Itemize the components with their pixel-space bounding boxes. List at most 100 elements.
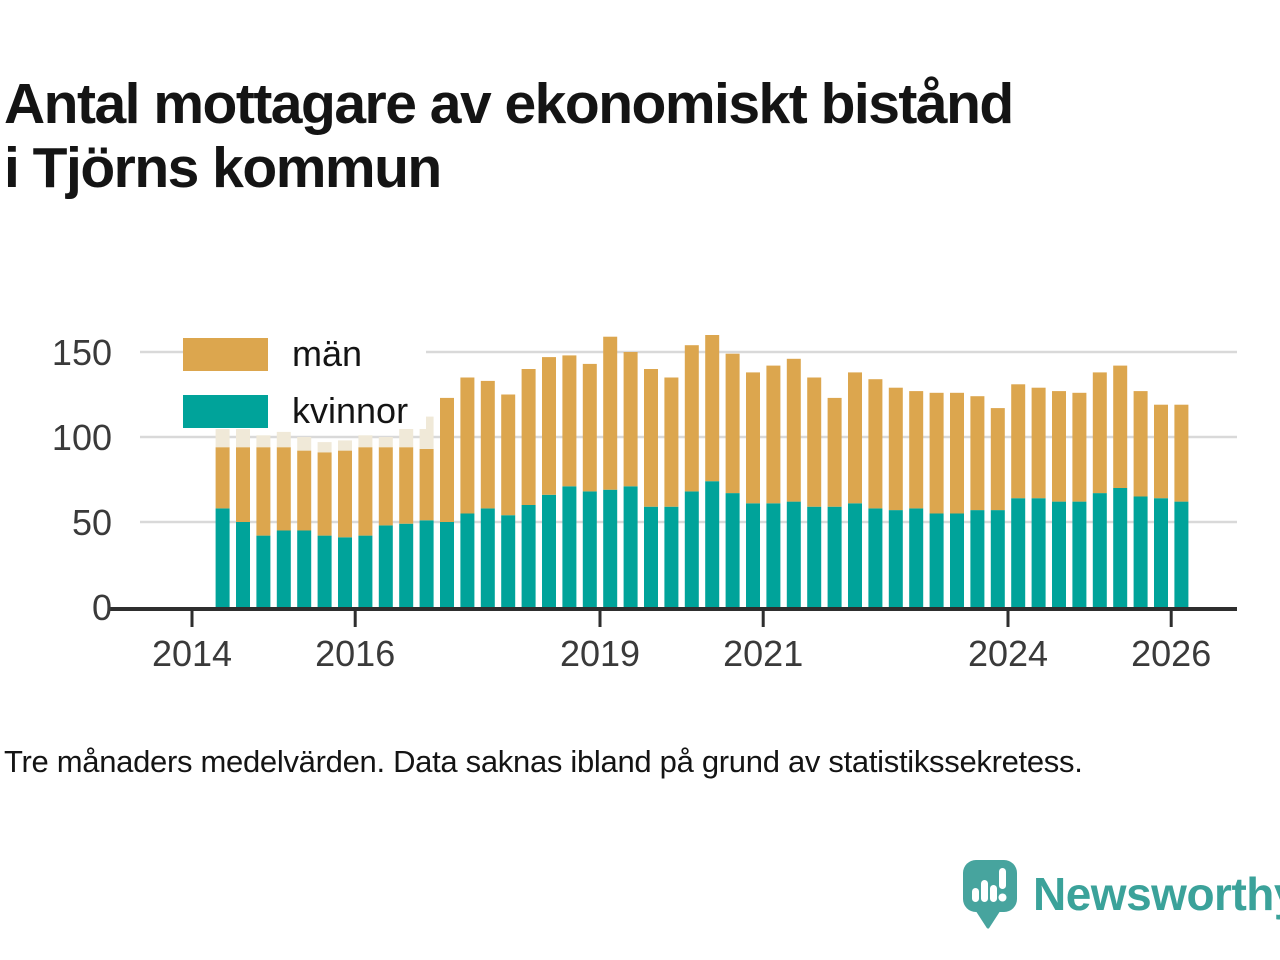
bar-segment-man — [419, 448, 434, 521]
bar-segment-man — [848, 372, 862, 504]
bar-segment-man — [644, 369, 658, 507]
bar-segment-man — [990, 408, 1005, 511]
bar-segment-kvinnor — [705, 481, 720, 607]
legend-item-man: män — [183, 333, 427, 374]
bar-segment-man — [1092, 372, 1107, 494]
bar-segment-man — [623, 352, 638, 487]
legend-item-kvinnor: kvinnor — [183, 393, 427, 429]
bar-segment-man — [1113, 365, 1128, 488]
legend-label-man: män — [292, 333, 363, 374]
bar-segment-kvinnor — [236, 522, 250, 607]
bar-segment-kvinnor — [1011, 498, 1026, 607]
x-axis-label-2021: 2021 — [723, 633, 803, 674]
bar-segment-man — [664, 377, 679, 507]
bar-segment-man — [501, 394, 516, 516]
bar-segment-man — [888, 387, 903, 511]
bar-segment-kvinnor — [1092, 493, 1107, 607]
bar-segment-man — [297, 450, 312, 531]
bar-segment-kvinnor — [378, 525, 393, 607]
y-axis-label-0: 0 — [92, 587, 112, 628]
y-axis-label-150: 150 — [52, 332, 112, 373]
bar-segment-kvinnor — [440, 522, 454, 607]
bar-segment-man — [1174, 404, 1189, 502]
bar-segment-man — [236, 447, 250, 522]
bar-segment-kvinnor — [603, 489, 618, 607]
bar-segment-kvinnor — [1031, 498, 1046, 607]
bar-segment-kvinnor — [990, 510, 1005, 607]
y-axis-label-100: 100 — [52, 417, 112, 458]
bar-segment-man — [215, 447, 230, 509]
bar-segment-man — [807, 377, 822, 507]
bar-segment-kvinnor — [664, 506, 679, 607]
bar-segment-man — [582, 363, 597, 492]
bar-segment-man — [1011, 384, 1026, 499]
x-axis-label-2024: 2024 — [968, 633, 1048, 674]
bar-segment-man — [562, 355, 577, 487]
bar-segment-kvinnor — [297, 530, 312, 607]
bar-segment-kvinnor — [521, 505, 536, 607]
bar-segment-man — [276, 447, 291, 531]
bar-segment-kvinnor — [399, 523, 414, 607]
bar-segment-kvinnor — [338, 537, 352, 607]
bar-segment-man — [338, 450, 352, 538]
bar-segment-kvinnor — [644, 506, 658, 607]
bar-segment-missing — [399, 425, 414, 448]
legend-swatch-kvinnor — [183, 394, 268, 428]
bar-segment-kvinnor — [807, 506, 822, 607]
bar-segment-kvinnor — [1174, 501, 1189, 607]
bar-segment-kvinnor — [582, 491, 597, 607]
bar-segment-man — [1072, 392, 1087, 502]
bar-segment-kvinnor — [909, 508, 924, 607]
bar-segment-man — [970, 396, 985, 511]
bar-segment-kvinnor — [1072, 501, 1087, 607]
bar-segment-kvinnor — [276, 530, 291, 607]
bar-segment-missing — [297, 437, 312, 451]
bar-segment-kvinnor — [725, 493, 740, 607]
bar-segment-kvinnor — [868, 508, 883, 607]
newsworthy-wordmark: Newsworthy — [1033, 868, 1280, 920]
bar-segment-missing — [215, 425, 230, 448]
newsworthy-logo-icon — [963, 860, 1017, 929]
bar-segment-man — [378, 447, 393, 526]
bar-segment-missing — [276, 431, 291, 448]
bar-segment-kvinnor — [256, 535, 271, 607]
bar-segment-kvinnor — [746, 503, 760, 607]
chart-footnote: Tre månaders medelvärden. Data saknas ib… — [4, 744, 1083, 779]
bar-segment-man — [746, 372, 760, 504]
bar-segment-kvinnor — [827, 506, 842, 607]
bar-segment-kvinnor — [480, 508, 495, 607]
bar-segment-kvinnor — [542, 494, 556, 607]
bar-segment-man — [1133, 391, 1148, 497]
bar-segment-man — [950, 392, 964, 514]
x-axis-label-2019: 2019 — [560, 633, 640, 674]
bar-segment-kvinnor — [848, 503, 862, 607]
chart-title-line-1: Antal mottagare av ekonomiskt bistånd — [4, 72, 1014, 137]
bar-segment-missing — [317, 442, 332, 453]
bar-segment-missing — [256, 435, 271, 448]
bar-segment-kvinnor — [929, 513, 944, 607]
bar-segment-kvinnor — [1133, 496, 1148, 607]
bar-segment-man — [480, 380, 495, 509]
bar-segment-missing — [378, 437, 393, 448]
bar-segment-missing — [236, 423, 250, 448]
bar-segment-man — [440, 397, 454, 522]
bar-segment-kvinnor — [1154, 498, 1168, 607]
bar-segment-kvinnor — [460, 513, 475, 607]
y-axis-label-50: 50 — [72, 502, 112, 543]
bar-segment-man — [766, 365, 781, 504]
bar-segment-kvinnor — [501, 515, 516, 607]
x-axis-label-2014: 2014 — [152, 633, 232, 674]
bar-segment-man — [684, 345, 699, 492]
chart-legend: män kvinnor — [183, 333, 427, 450]
bar-segment-kvinnor — [1113, 488, 1128, 607]
bar-segment-missing — [358, 435, 373, 448]
bar-segment-kvinnor — [766, 503, 781, 607]
bar-segment-man — [725, 353, 740, 494]
chart-title-line-2: i Tjörns kommun — [4, 136, 442, 201]
bar-segment-kvinnor — [950, 513, 964, 607]
chart-title: Antal mottagare av ekonomiskt bistånd i … — [4, 72, 1014, 201]
bar-segment-man — [317, 452, 332, 536]
bar-segment-kvinnor — [317, 535, 332, 607]
x-axis-label-2016: 2016 — [315, 633, 395, 674]
